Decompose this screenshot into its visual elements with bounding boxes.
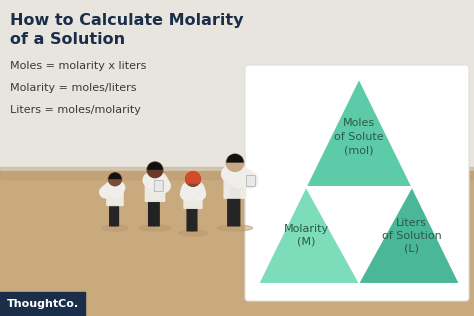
FancyBboxPatch shape	[227, 197, 234, 227]
Bar	[0, 0, 474, 171]
FancyBboxPatch shape	[229, 171, 240, 198]
FancyBboxPatch shape	[183, 184, 203, 209]
Circle shape	[226, 154, 244, 172]
FancyBboxPatch shape	[154, 201, 160, 227]
Ellipse shape	[139, 225, 171, 231]
Text: Liters = moles/molarity: Liters = moles/molarity	[10, 105, 141, 115]
FancyBboxPatch shape	[114, 205, 119, 227]
FancyBboxPatch shape	[223, 169, 246, 199]
FancyBboxPatch shape	[154, 180, 163, 191]
FancyBboxPatch shape	[233, 197, 240, 227]
Circle shape	[147, 162, 163, 178]
Bar	[0, 171, 474, 316]
Wedge shape	[147, 162, 163, 170]
Ellipse shape	[218, 225, 253, 231]
Ellipse shape	[102, 225, 128, 231]
FancyBboxPatch shape	[148, 201, 155, 227]
Text: (M): (M)	[297, 237, 316, 246]
Text: of a Solution: of a Solution	[10, 32, 125, 46]
Text: of Solute: of Solute	[334, 131, 384, 142]
Text: How to Calculate Molarity: How to Calculate Molarity	[10, 14, 244, 28]
FancyBboxPatch shape	[245, 65, 469, 301]
Polygon shape	[305, 78, 412, 187]
Wedge shape	[109, 173, 121, 179]
Text: of Solution: of Solution	[382, 231, 441, 240]
FancyBboxPatch shape	[109, 205, 115, 227]
Bar	[0, 292, 85, 316]
FancyBboxPatch shape	[191, 208, 198, 232]
Text: (mol): (mol)	[344, 146, 374, 155]
Text: ThoughtCo.: ThoughtCo.	[7, 299, 79, 309]
Wedge shape	[185, 171, 201, 179]
FancyBboxPatch shape	[145, 175, 165, 202]
Wedge shape	[226, 154, 244, 163]
Polygon shape	[258, 187, 359, 284]
Circle shape	[186, 172, 200, 186]
Text: Moles = molarity x liters: Moles = molarity x liters	[10, 61, 146, 71]
FancyBboxPatch shape	[185, 176, 201, 184]
Ellipse shape	[179, 230, 208, 236]
FancyBboxPatch shape	[186, 208, 192, 232]
Text: Molarity = moles/liters: Molarity = moles/liters	[10, 83, 137, 93]
Polygon shape	[359, 187, 460, 284]
FancyBboxPatch shape	[246, 176, 255, 186]
Text: Molarity: Molarity	[284, 224, 329, 234]
Text: Moles: Moles	[343, 118, 375, 128]
Circle shape	[109, 173, 121, 186]
FancyBboxPatch shape	[106, 184, 124, 206]
Bar	[0, 167, 474, 179]
Text: Liters: Liters	[396, 218, 427, 228]
Text: (L): (L)	[404, 244, 419, 253]
